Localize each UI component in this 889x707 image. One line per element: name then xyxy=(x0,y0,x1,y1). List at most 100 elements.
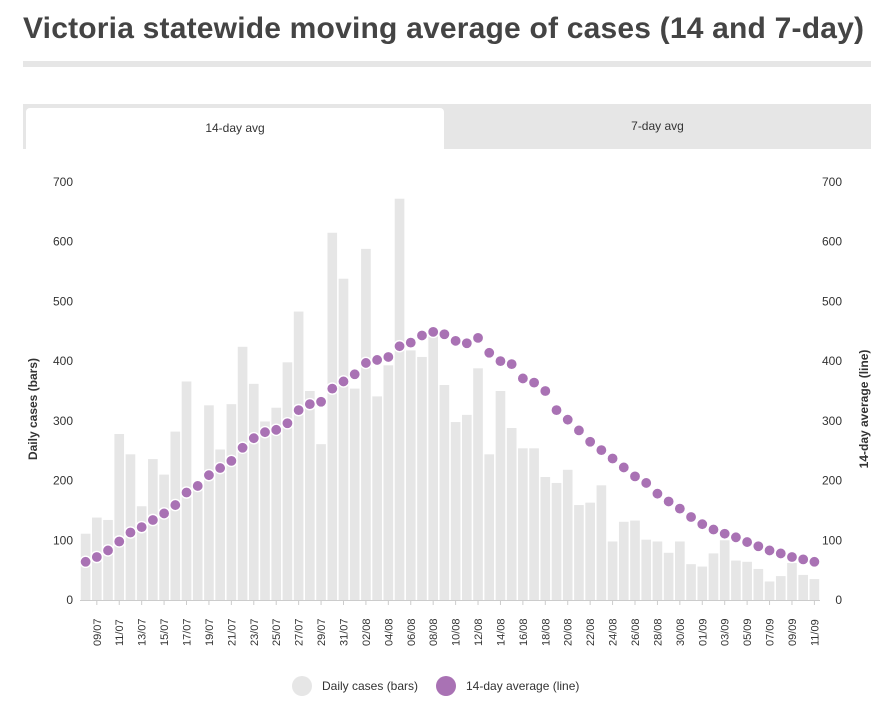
x-tick-label: 28/08 xyxy=(652,618,664,646)
bar-daily-cases xyxy=(159,474,169,600)
x-tick-label: 07/09 xyxy=(765,618,777,646)
bar-daily-cases xyxy=(775,576,786,600)
point-14-day-average xyxy=(101,544,115,557)
point-14-day-average xyxy=(169,498,182,512)
point-14-day-average xyxy=(763,544,776,557)
bar-daily-cases xyxy=(282,362,293,600)
point-14-day-average xyxy=(550,403,563,417)
y-tick-left: 500 xyxy=(53,294,73,308)
point-14-day-average xyxy=(202,468,216,482)
title-divider xyxy=(23,61,871,67)
bar-daily-cases xyxy=(439,385,450,600)
x-tick-label: 15/07 xyxy=(159,618,171,646)
tab-14-day-avg[interactable]: 14-day avg xyxy=(26,108,444,149)
bar-daily-cases xyxy=(204,405,214,600)
page-title: Victoria statewide moving average of cas… xyxy=(23,12,865,45)
point-14-day-average xyxy=(382,350,395,364)
point-14-day-average xyxy=(651,487,664,501)
bar-daily-cases xyxy=(405,350,416,600)
bar-daily-cases xyxy=(506,428,517,600)
point-14-day-average xyxy=(337,375,350,388)
point-14-day-average xyxy=(595,443,608,457)
bar-daily-cases xyxy=(675,541,685,600)
x-tick-label: 18/08 xyxy=(540,618,552,646)
point-14-day-average xyxy=(269,423,283,437)
y-tick-right: 500 xyxy=(822,294,842,308)
point-14-day-average xyxy=(482,346,496,360)
point-14-day-average xyxy=(79,555,92,569)
point-14-day-average xyxy=(740,535,754,549)
bar-daily-cases xyxy=(383,365,394,600)
bar-daily-cases xyxy=(596,485,607,600)
point-14-day-average xyxy=(785,550,799,564)
x-tick-label: 06/08 xyxy=(406,618,418,646)
bar-daily-cases xyxy=(641,539,652,600)
point-14-day-average xyxy=(157,507,171,520)
x-tick-label: 25/07 xyxy=(271,618,283,646)
y-tick-left: 0 xyxy=(66,593,73,607)
cases-chart: 0 0 100 100 200 200 300 300 400 400 500 500 600 600 70… xyxy=(26,175,871,646)
bar-daily-cases xyxy=(428,334,439,600)
y-axis-title-left: Daily cases (bars) xyxy=(26,358,40,460)
point-14-day-average xyxy=(729,531,743,544)
bar-daily-cases xyxy=(764,581,775,600)
bar-daily-cases xyxy=(484,454,495,600)
y-tick-left: 200 xyxy=(53,474,73,488)
legend-label-daily-cases: Daily cases (bars) xyxy=(322,679,419,693)
bar-daily-cases xyxy=(237,346,248,600)
bar-daily-cases xyxy=(361,248,371,600)
bar-daily-cases xyxy=(417,356,427,600)
point-14-day-average xyxy=(225,454,238,468)
point-14-day-average xyxy=(348,367,361,381)
bar-daily-cases xyxy=(540,476,551,600)
bar-daily-cases xyxy=(226,404,237,600)
y-tick-left: 700 xyxy=(53,175,73,189)
point-14-day-average xyxy=(191,479,205,493)
point-14-day-average xyxy=(617,461,631,474)
legend-swatch-line xyxy=(436,676,456,696)
point-14-day-average xyxy=(314,395,328,409)
x-tick-label: 03/09 xyxy=(720,618,732,646)
point-14-day-average xyxy=(707,523,720,536)
x-tick-label: 20/08 xyxy=(563,618,575,646)
bar-daily-cases xyxy=(215,449,225,600)
bar-daily-cases xyxy=(136,506,147,600)
x-tick-label: 19/07 xyxy=(204,618,216,646)
bar-daily-cases xyxy=(192,482,203,600)
point-14-day-average xyxy=(112,535,126,548)
legend-item-14-day-average[interactable]: 14-day average (line) xyxy=(436,675,579,697)
y-tick-left: 100 xyxy=(53,533,73,547)
x-tick-label: 29/07 xyxy=(316,618,328,646)
point-14-day-average xyxy=(516,372,530,385)
bar-daily-cases xyxy=(349,388,360,600)
bar-daily-cases xyxy=(719,540,730,600)
x-tick-label: 21/07 xyxy=(226,618,238,646)
bar-daily-cases xyxy=(103,519,113,600)
x-tick-label: 26/08 xyxy=(630,618,642,646)
bar-daily-cases xyxy=(742,561,752,600)
bar-daily-cases xyxy=(529,448,539,600)
point-14-day-average xyxy=(471,331,485,345)
bar-daily-cases xyxy=(260,421,270,600)
point-14-day-average xyxy=(505,357,518,371)
point-14-day-average xyxy=(539,384,552,398)
point-14-day-average xyxy=(247,431,261,445)
point-14-day-average xyxy=(359,356,373,370)
x-tick-label: 09/09 xyxy=(787,618,799,646)
x-tick-label: 30/08 xyxy=(675,618,687,646)
point-14-day-average xyxy=(213,461,227,475)
x-tick-label: 31/07 xyxy=(338,618,350,646)
y-tick-left: 400 xyxy=(53,354,73,368)
point-14-day-average xyxy=(561,413,575,426)
bar-daily-cases xyxy=(574,505,584,600)
tab-7-day-avg[interactable]: 7-day avg xyxy=(631,119,684,133)
bar-daily-cases xyxy=(562,469,573,600)
legend-item-daily-cases[interactable]: Daily cases (bars) xyxy=(292,675,418,697)
x-tick-label: 13/07 xyxy=(137,618,149,646)
bar-daily-cases xyxy=(585,502,595,600)
bar-daily-cases xyxy=(753,568,764,600)
x-tick-label: 04/08 xyxy=(383,618,395,646)
bar-daily-cases xyxy=(708,553,719,600)
point-14-day-average xyxy=(393,339,406,353)
bar-daily-cases xyxy=(731,560,741,600)
